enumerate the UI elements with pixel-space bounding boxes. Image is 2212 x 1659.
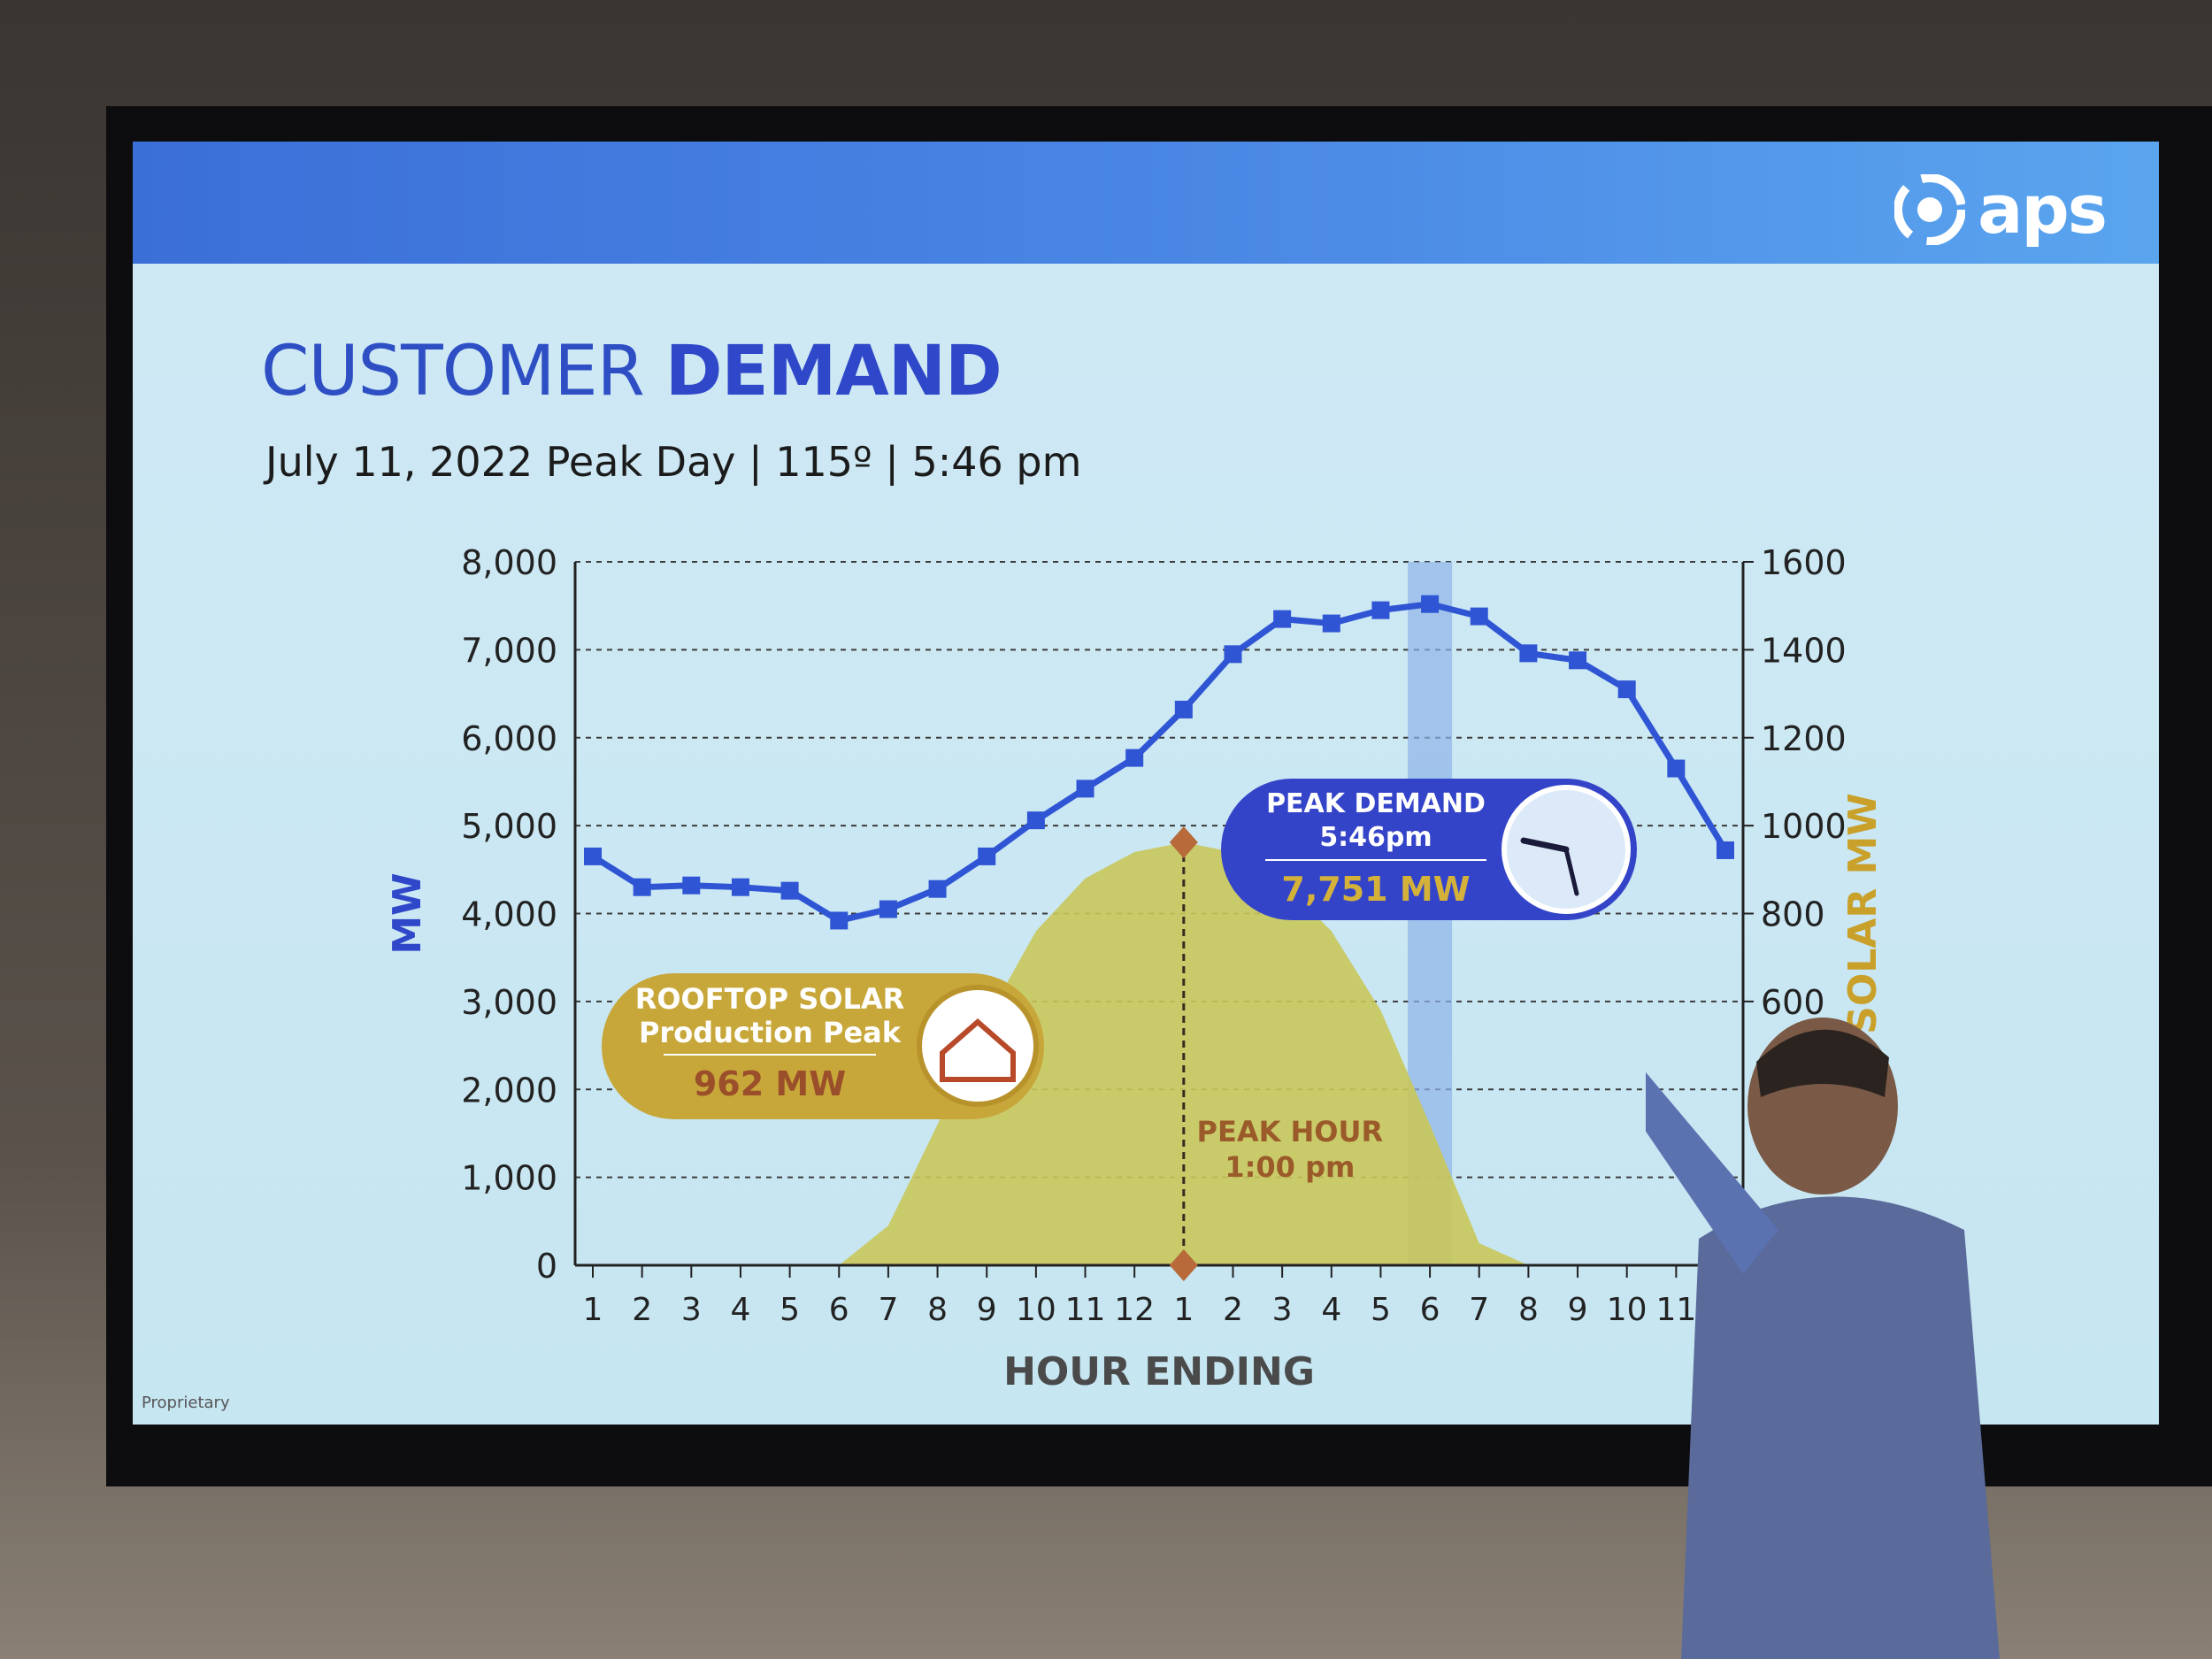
- demand-point: [1617, 680, 1636, 699]
- demand-point: [1371, 601, 1390, 619]
- demand-point: [830, 911, 849, 930]
- customer-demand-chart: 8,000 7,000 6,000 5,000 4,000 3,000 2,000 1,000…: [385, 543, 1886, 1394]
- slide-title: CUSTOMER DEMAND: [261, 332, 1002, 411]
- solar-callout-line1: ROOFTOP SOLAR: [635, 982, 905, 1016]
- slide-subtitle: July 11, 2022 Peak Day | 115º | 5:46 pm: [265, 438, 1082, 486]
- y-tick-label-right: 1600: [1761, 543, 1847, 582]
- x-tick-label: 5: [1371, 1292, 1391, 1328]
- demand-point: [978, 847, 996, 865]
- x-tick-label: 5: [780, 1292, 800, 1328]
- x-tick-label: 4: [731, 1292, 751, 1328]
- x-tick-label: 10: [1607, 1292, 1647, 1328]
- demand-point: [1421, 595, 1440, 613]
- y-tick-label-left: 6,000: [461, 719, 557, 758]
- aps-logo-icon: [1894, 173, 1966, 245]
- demand-point: [633, 878, 651, 896]
- demand-point: [1519, 644, 1538, 663]
- demand-point: [780, 881, 799, 900]
- solar-callout-line2: Production Peak: [639, 1016, 902, 1049]
- demand-point: [879, 900, 897, 918]
- clock-minute-hand: [1563, 847, 1579, 896]
- y-tick-label-left: 0: [536, 1247, 557, 1286]
- logo-text: aps: [1978, 170, 2108, 249]
- x-tick-label: 7: [1469, 1292, 1489, 1328]
- y-tick-label-left: 1,000: [461, 1159, 557, 1198]
- y-tick-label-right: 800: [1761, 895, 1825, 934]
- demand-point: [1026, 811, 1045, 830]
- y-tick-label-left: 5,000: [461, 807, 557, 846]
- solar-area: [593, 842, 1725, 1265]
- x-tick-label: 10: [1016, 1292, 1056, 1328]
- demand-point: [1076, 780, 1094, 798]
- y-tick-label-right: 1200: [1761, 719, 1847, 758]
- x-tick-label: 11: [1065, 1292, 1106, 1328]
- demand-point: [1717, 841, 1734, 859]
- x-tick-label: 3: [1272, 1292, 1293, 1328]
- peak-hour-diamond-top: [1169, 826, 1198, 859]
- title-bold: DEMAND: [664, 332, 1002, 411]
- y-tick-label-left: 7,000: [461, 631, 557, 670]
- y-axis-title-right: SOLAR MW: [1840, 793, 1886, 1034]
- peak-hour-time: 1:00 pm: [1225, 1150, 1355, 1184]
- demand-point: [1273, 610, 1292, 628]
- y-tick-label-left: 2,000: [461, 1071, 557, 1110]
- y-tick-label-left: 3,000: [461, 983, 557, 1022]
- aps-logo: aps: [1894, 170, 2108, 249]
- demand-point: [1224, 645, 1242, 664]
- demand-point: [928, 879, 947, 898]
- y-tick-label-left: 8,000: [461, 543, 557, 582]
- x-tick-label: 9: [977, 1292, 997, 1328]
- demand-callout-line1: PEAK DEMAND: [1266, 788, 1486, 819]
- y-axis-title-left: MW: [385, 872, 430, 954]
- title-regular: CUSTOMER: [261, 332, 645, 411]
- x-tick-label: 1: [583, 1292, 603, 1328]
- x-tick-label: 8: [1518, 1292, 1539, 1328]
- peak-hour-diamond-bottom: [1169, 1249, 1198, 1281]
- demand-point: [584, 847, 602, 865]
- demand-point: [1322, 614, 1340, 633]
- proprietary-label: Proprietary: [142, 1394, 230, 1412]
- clock-hour-hand: [1520, 837, 1570, 853]
- house-icon-circle: [917, 985, 1039, 1107]
- demand-point: [731, 878, 749, 896]
- demand-point: [1667, 759, 1686, 778]
- demand-point: [1470, 607, 1488, 626]
- y-tick-label-right: 1000: [1761, 807, 1847, 846]
- demand-point: [1174, 700, 1193, 718]
- demand-callout-line2: 5:46pm: [1319, 822, 1432, 853]
- demand-point: [1125, 749, 1144, 767]
- x-tick-label: 8: [927, 1292, 948, 1328]
- demand-callout-value: 7,751 MW: [1281, 870, 1470, 909]
- x-tick-label: 4: [1321, 1292, 1341, 1328]
- x-tick-label: 6: [1420, 1292, 1440, 1328]
- y-tick-label-right: 600: [1761, 983, 1825, 1022]
- x-tick-label: 2: [1223, 1292, 1243, 1328]
- x-tick-label: 6: [829, 1292, 849, 1328]
- x-axis-title: HOUR ENDING: [1003, 1349, 1315, 1394]
- x-tick-label: 3: [681, 1292, 702, 1328]
- x-tick-label: 1: [1173, 1292, 1194, 1328]
- house-icon: [940, 1018, 1016, 1082]
- solar-callout-value: 962 MW: [694, 1064, 846, 1103]
- demand-point: [682, 876, 701, 895]
- peak-hour-label: PEAK HOUR: [1197, 1115, 1384, 1148]
- x-tick-label: 12: [1114, 1292, 1155, 1328]
- slide-header-bar: [133, 142, 2159, 264]
- x-tick-label: 11: [1655, 1292, 1696, 1328]
- y-tick-label-left: 4,000: [461, 895, 557, 934]
- x-tick-label: 2: [632, 1292, 652, 1328]
- x-tick-label: 7: [878, 1292, 898, 1328]
- x-tick-label: 9: [1568, 1292, 1588, 1328]
- presenter-silhouette: [1646, 1018, 2000, 1659]
- demand-point: [1569, 651, 1587, 670]
- y-tick-label-right: 1400: [1761, 631, 1847, 670]
